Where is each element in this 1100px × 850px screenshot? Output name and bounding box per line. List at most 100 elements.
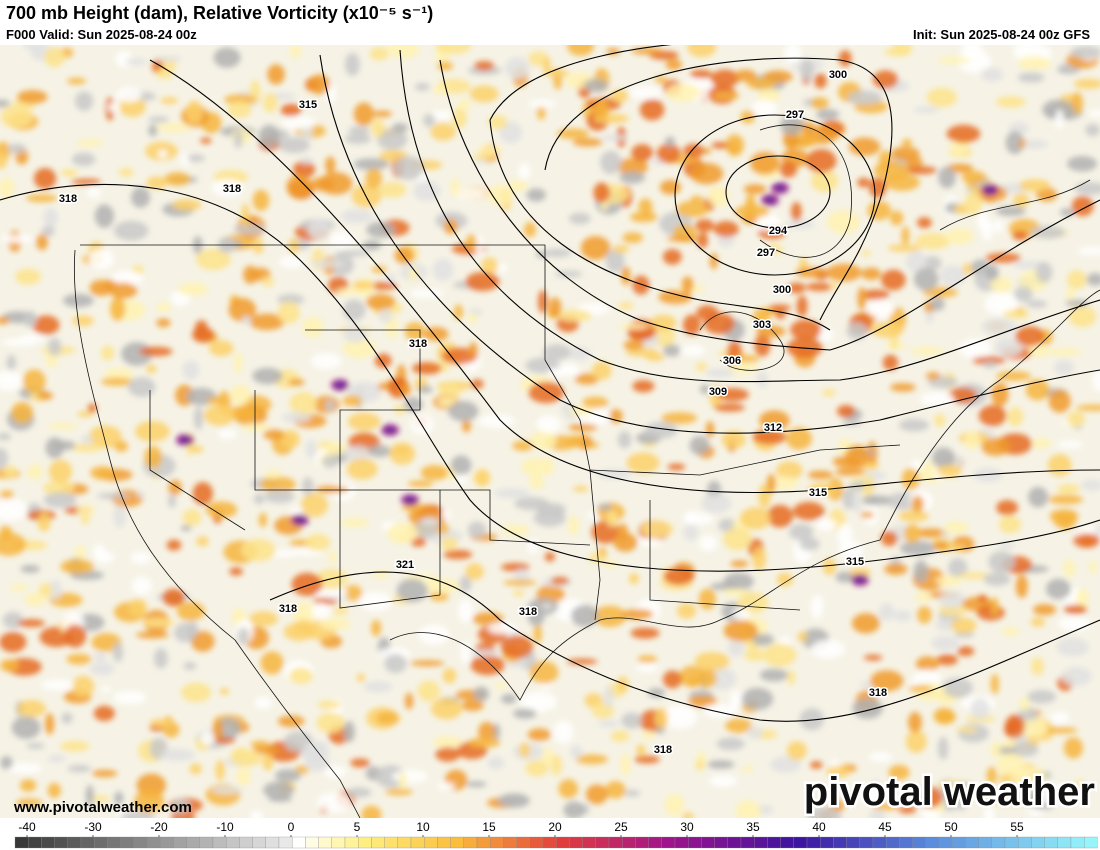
field-blob (353, 158, 390, 171)
colorbar-tick-label: 15 (482, 820, 496, 834)
field-blob (591, 361, 612, 380)
field-blob (148, 116, 169, 123)
field-blob (348, 126, 370, 135)
field-blob (629, 211, 658, 223)
colorbar-swatch (701, 836, 715, 849)
colorbar-swatch (622, 836, 636, 849)
field-blob (730, 560, 749, 568)
field-blob (727, 361, 758, 375)
field-blob (85, 784, 94, 807)
field-blob (347, 412, 381, 431)
field-blob (162, 588, 185, 607)
field-blob (1048, 389, 1071, 413)
field-blob (171, 798, 191, 814)
field-blob (430, 123, 456, 141)
field-blob (542, 56, 551, 74)
field-blob (48, 579, 62, 600)
field-blob (641, 520, 674, 538)
field-blob (258, 512, 268, 528)
field-blob (440, 536, 458, 551)
field-blob (907, 711, 922, 733)
field-blob (328, 549, 337, 564)
init-time: Init: Sun 2025-08-24 00z GFS (912, 27, 1090, 42)
field-blob (156, 122, 192, 133)
field-blob (190, 445, 204, 453)
vort-core (296, 517, 304, 523)
field-blob (19, 779, 37, 792)
colorbar-swatch (292, 836, 306, 849)
field-blob (513, 708, 537, 719)
field-blob (1063, 559, 1076, 578)
field-blob (566, 45, 595, 56)
field-blob (473, 686, 490, 702)
field-blob (681, 276, 694, 294)
field-blob (190, 631, 215, 652)
field-blob (250, 810, 263, 818)
field-blob (22, 369, 46, 394)
field-blob (71, 675, 95, 698)
field-blob (120, 811, 155, 818)
field-blob (964, 430, 980, 450)
colorbar-swatch (542, 836, 557, 849)
colorbar-swatch (899, 836, 913, 849)
field-blob (725, 134, 745, 157)
field-blob (616, 676, 629, 694)
field-blob (302, 477, 314, 497)
field-blob (1019, 179, 1051, 192)
contour-label: 297 (757, 247, 775, 259)
field-blob (730, 690, 739, 714)
colorbar-swatch (94, 836, 108, 849)
colorbar-swatch (252, 836, 266, 849)
field-blob (905, 250, 928, 273)
contour-label: 297 (786, 109, 804, 121)
field-blob (728, 638, 745, 658)
field-blob (520, 691, 557, 712)
field-blob (310, 177, 334, 192)
field-blob (389, 442, 416, 465)
field-blob (432, 736, 464, 749)
field-blob (0, 316, 10, 325)
field-blob (168, 479, 182, 496)
field-blob (1001, 627, 1020, 636)
field-blob (375, 764, 406, 789)
field-blob (698, 588, 717, 610)
field-blob (637, 655, 658, 663)
field-blob (472, 153, 495, 161)
field-blob (626, 452, 660, 474)
field-blob (526, 188, 546, 202)
field-blob (846, 321, 868, 341)
field-blob (407, 480, 434, 488)
field-blob (386, 273, 396, 284)
field-blob (118, 167, 134, 178)
field-blob (952, 782, 975, 792)
field-blob (690, 162, 724, 185)
colorbar-swatch (820, 836, 834, 849)
field-blob (286, 174, 312, 199)
field-blob (369, 46, 389, 61)
field-blob (88, 248, 114, 270)
field-blob (709, 252, 718, 270)
field-blob (332, 606, 349, 615)
colorbar-swatch (67, 836, 82, 849)
field-blob (559, 363, 579, 372)
field-blob (164, 172, 191, 186)
field-blob (744, 649, 766, 662)
field-blob (649, 314, 677, 331)
field-blob (77, 411, 94, 418)
field-blob (556, 128, 590, 139)
title: 700 mb Height (dam), Relative Vorticity … (6, 3, 434, 23)
field-blob (913, 106, 940, 114)
field-blob (621, 712, 643, 729)
field-blob (870, 780, 882, 788)
field-blob (394, 246, 414, 264)
field-blob (1085, 123, 1100, 137)
field-blob (500, 635, 534, 659)
field-blob (292, 160, 316, 179)
field-blob (915, 656, 940, 672)
field-blob (816, 109, 840, 120)
field-blob (71, 152, 96, 167)
field-blob (554, 270, 583, 278)
field-blob (127, 377, 156, 398)
field-blob (998, 793, 1028, 806)
field-blob (116, 87, 142, 103)
